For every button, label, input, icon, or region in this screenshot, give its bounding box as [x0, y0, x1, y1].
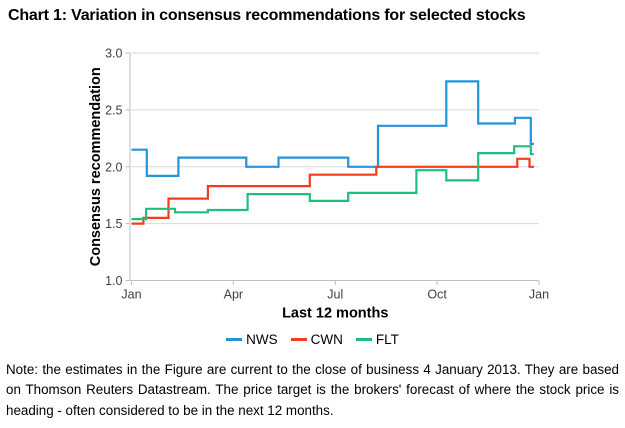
x-tick-label: Oct — [427, 288, 447, 302]
y-axis-title: Consensus recommendation — [88, 67, 104, 266]
y-tick-label: 2.0 — [105, 160, 122, 174]
x-tick-label: Jan — [529, 288, 549, 302]
consensus-chart: 1.0 1.5 2.0 2.5 3.0 Jan Apr Jul Oct Jan Last 12 mo… — [88, 47, 549, 322]
y-tick-label: 3.0 — [105, 47, 122, 61]
series-line-FLT — [131, 145, 534, 221]
x-tick-label: Jan — [121, 288, 141, 302]
legend-swatch-FLT — [355, 337, 372, 341]
legend-item-NWS: NWS — [226, 332, 278, 347]
legend-label-NWS: NWS — [246, 331, 278, 347]
y-tick-label: 2.5 — [105, 103, 122, 117]
x-tick-label: Apr — [224, 288, 243, 302]
legend-label-CWN: CWN — [310, 331, 343, 347]
legend-label-FLT: FLT — [375, 331, 399, 347]
legend-item-FLT: FLT — [355, 331, 399, 347]
legend-swatch-CWN — [290, 337, 307, 341]
legend-swatch-NWS — [226, 337, 243, 341]
x-axis-title: Last 12 months — [282, 306, 388, 322]
x-tick-label: Jul — [327, 288, 343, 302]
chart-title: Chart 1: Variation in consensus recommen… — [8, 7, 526, 24]
chart-legend: NWS CWN FLT — [0, 329, 625, 349]
series-line-NWS — [131, 80, 534, 177]
series-line-CWN — [131, 157, 534, 225]
legend-item-CWN: CWN — [290, 331, 343, 347]
note-text: Note: the estimates in the Figure are cu… — [6, 362, 619, 418]
y-tick-label: 1.0 — [105, 274, 122, 288]
y-tick-label: 1.5 — [105, 217, 122, 231]
